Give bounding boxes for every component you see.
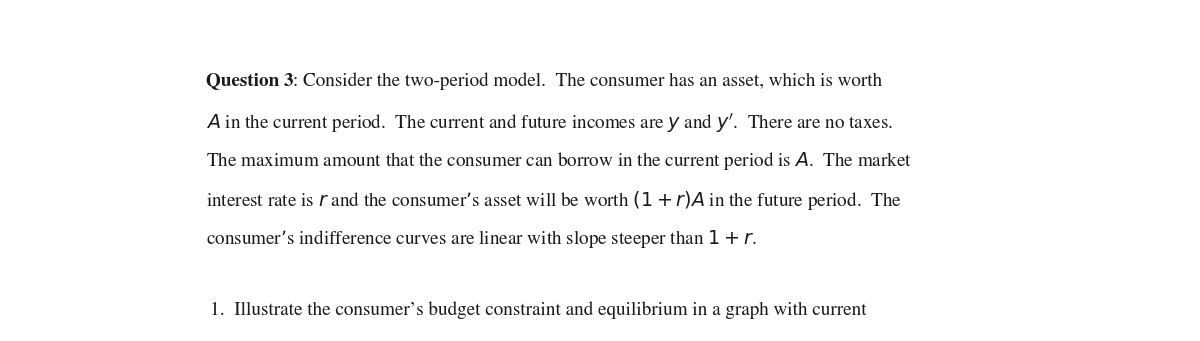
- Text: consumer’s indifference curves are linear with slope steeper than $1+r$.: consumer’s indifference curves are linea…: [206, 228, 756, 250]
- Text: 1.  Illustrate the consumer’s budget constraint and equilibrium in a graph with : 1. Illustrate the consumer’s budget cons…: [210, 302, 868, 320]
- Text: : Consider the two-period model.  The consumer has an asset, which is worth: : Consider the two-period model. The con…: [293, 72, 882, 90]
- Text: Question 3: Question 3: [206, 72, 293, 89]
- Text: The maximum amount that the consumer can borrow in the current period is $A$.  T: The maximum amount that the consumer can…: [206, 150, 912, 172]
- Text: $A$ in the current period.  The current and future incomes are $y$ and $y'$.  Th: $A$ in the current period. The current a…: [206, 111, 893, 135]
- Text: interest rate is $r$ and the consumer’s asset will be worth $(1+r)A$ in the futu: interest rate is $r$ and the consumer’s …: [206, 189, 901, 212]
